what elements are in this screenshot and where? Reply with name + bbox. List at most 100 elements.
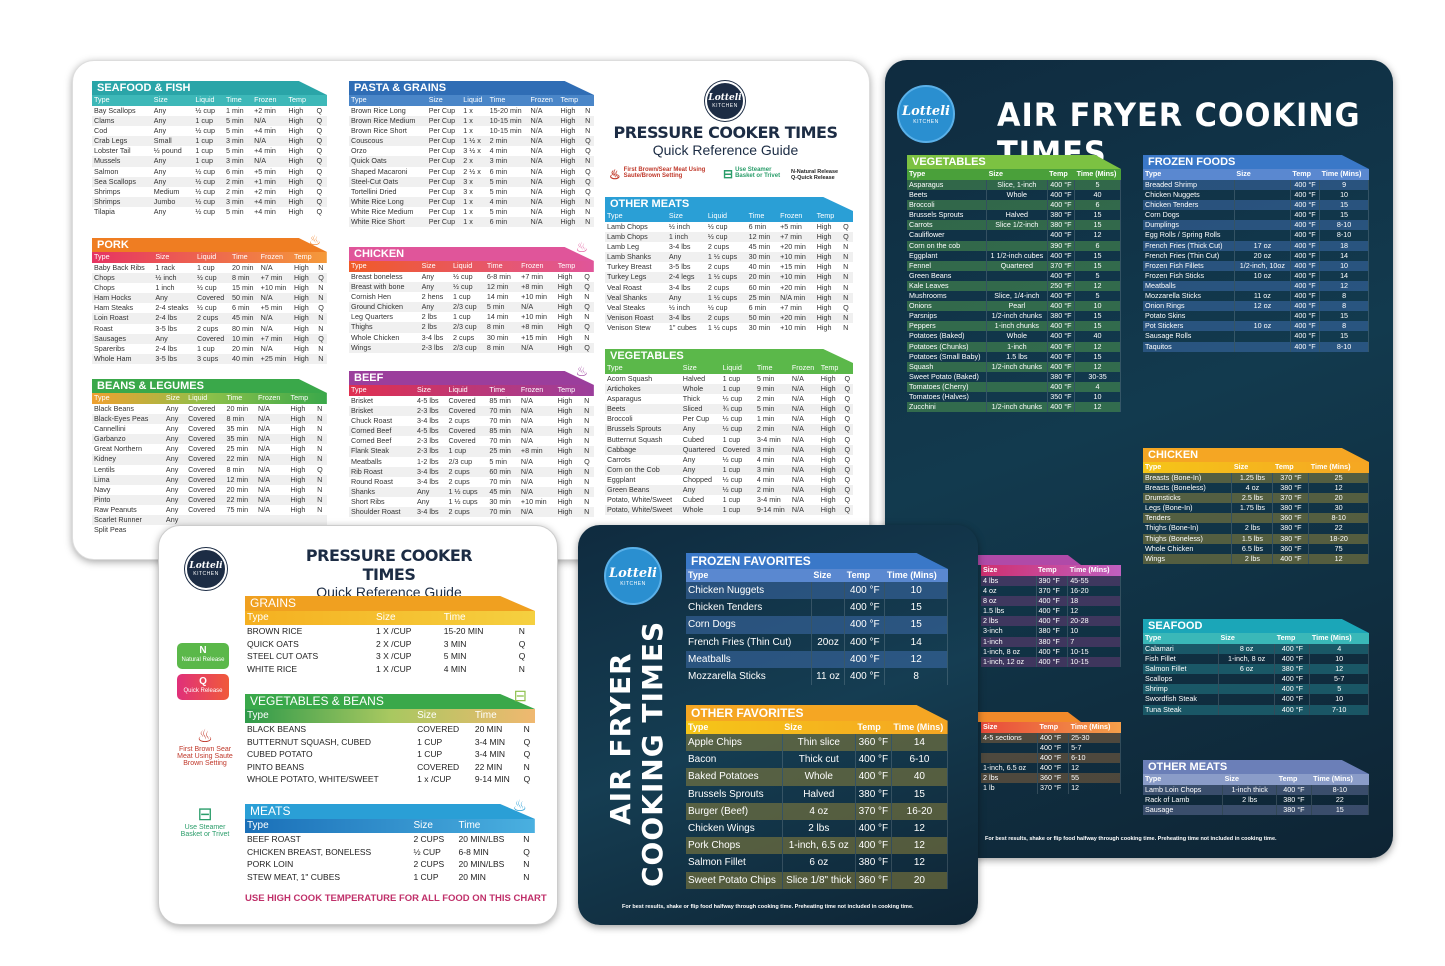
section-frozen-foods: FROZEN FOODS Type Size Temp Time (Mins) Bre…	[1143, 155, 1369, 352]
table-cell: 1.5 lbs	[986, 351, 1048, 362]
table-row: Black-Eyes Peas Any Covered 8 min N/A High N	[92, 414, 327, 425]
col-liquid: Liquid	[195, 95, 215, 105]
table-row: White Rice Medium Per Cup 1 x 5 min N/A High N	[349, 207, 594, 217]
table-cell: N/A	[530, 206, 543, 216]
table-cell: High	[292, 333, 317, 344]
vegetables-table: Type Size Liquid Time Frozen Temp Acorn Squas…	[605, 363, 853, 516]
table-cell: 380 °F	[1272, 533, 1310, 544]
pressure-cooker-chart-small: Lotteli KITCHEN PRESSURE COOKER TIMES Qu…	[158, 525, 558, 925]
table-cell: 40	[891, 768, 949, 786]
table-cell: Per Cup	[428, 206, 456, 216]
table-cell: 6 min	[487, 217, 529, 228]
table-cell: Covered	[446, 426, 488, 437]
table-cell: High	[818, 505, 843, 516]
table-cell: Q	[842, 404, 853, 415]
table-row: Lamb Chops ½ inch ½ cup 6 min +5 min High Q	[605, 222, 853, 232]
table-cell: WHITE RICE	[247, 663, 298, 674]
table-cell: Acorn Squash	[607, 374, 653, 383]
col-liquid: Liquid	[453, 261, 473, 271]
table-cell: N/A min	[778, 292, 815, 303]
table-cell: French Fries (Thin Cut)	[686, 633, 812, 651]
table-cell: N	[585, 206, 591, 216]
table-cell: Q	[582, 322, 594, 333]
table-cell: 3 x	[461, 176, 488, 187]
table-row: Chicken Tenders 400 °F 15	[686, 599, 948, 617]
table-cell: 3-4 lbs	[414, 466, 447, 477]
table-row: 1-inch, 12 oz 400 °F 10-15	[981, 656, 1121, 667]
table-cell: 14 min	[486, 312, 509, 322]
table-cell: 400 °F	[1274, 704, 1311, 715]
table-cell: 1-2 lbs	[416, 456, 439, 466]
table-cell: 1 x	[461, 217, 488, 228]
table-cell: Corn Dogs	[686, 616, 812, 634]
logo-subtext: KITCHEN	[913, 118, 939, 125]
table-cell: Tortellini Dried	[351, 186, 397, 196]
table-cell: 400 °F	[1047, 381, 1076, 392]
table-cell: PORK LOIN	[247, 859, 294, 870]
table-cell: N	[584, 436, 590, 446]
table-cell: Potato, White/Sweet	[605, 505, 681, 516]
table-cell: 3 cups	[195, 353, 230, 364]
table-cell: Any	[165, 404, 179, 413]
table-row: Lentils Any Covered 8 min N/A High Q	[92, 465, 327, 475]
col-time: Time	[231, 252, 248, 262]
table-cell: 15	[1074, 351, 1121, 362]
table-cell: 22 MIN	[474, 761, 503, 772]
table-cell: 14 min	[486, 292, 509, 302]
table-cell: 8 oz	[1218, 644, 1276, 655]
table-cell: High	[820, 394, 836, 404]
table-cell: Orzo	[351, 146, 367, 156]
table-cell: Tuna Steak	[1143, 704, 1219, 715]
table-row: WHITE RICE 1 X /CUP 4 MIN N	[245, 663, 535, 676]
table-cell: High	[290, 504, 306, 514]
table-row: Broccoli 400 °F 6	[907, 200, 1121, 211]
table-cell: 1 cup	[720, 505, 755, 516]
table-cell: 20 MIN/LBS	[458, 834, 505, 844]
table-row: Rack of Lamb 2 lbs 380 °F 22	[1143, 795, 1370, 806]
table-cell: 45 min	[487, 486, 519, 497]
table-cell: Any	[416, 496, 430, 506]
table-cell: Per Cup	[428, 166, 456, 176]
table-cell: 400 °F	[1290, 210, 1321, 221]
table-cell: French Fries (Thick Cut)	[1143, 240, 1235, 251]
table-cell: Covered	[195, 293, 230, 304]
table-cell: 400 °F	[1037, 733, 1070, 744]
table-cell: High	[557, 312, 573, 322]
table-row: Corn on the Cob Any 1 cup 3 min N/A High Q	[605, 464, 853, 475]
table-cell: 5 min	[226, 206, 244, 216]
table-cell: Short Ribs	[351, 496, 385, 506]
table-cell: Chicken Nuggets	[1143, 190, 1235, 201]
table-cell: N/A	[258, 504, 271, 514]
table-cell: STEEL CUT OATS	[247, 651, 319, 662]
col-time: Time (Mins)	[886, 570, 937, 580]
table-row: Turkey Legs 2-4 legs 1 ½ cups 20 min +10 min…	[605, 272, 853, 283]
col-temp: Temp	[294, 252, 312, 262]
section-chicken: CHICKEN Type Size Temp Time (Mins) Breasts …	[1143, 448, 1369, 564]
table-cell: 10 oz	[1234, 321, 1291, 332]
table-cell: 4 MIN	[443, 663, 467, 674]
table-cell: 3 min	[754, 444, 790, 455]
table-cell: Q	[841, 232, 853, 243]
table-cell: N	[315, 474, 327, 485]
col-type: Type	[607, 211, 623, 221]
table-cell: Q	[317, 464, 323, 474]
table-cell: 400 °F	[1047, 190, 1076, 201]
table-cell: 400 °F	[1290, 200, 1321, 211]
table-cell: N	[584, 396, 590, 405]
table-cell: Whole	[986, 331, 1048, 342]
table-cell: 4 lbs	[981, 576, 1037, 587]
table-cell: Q	[842, 485, 853, 496]
col-liquid: Liquid	[448, 385, 468, 395]
table-cell: N	[584, 312, 590, 322]
table-cell: High	[818, 444, 843, 455]
table-cell: Turkey Legs	[605, 272, 667, 283]
table-cell: High	[557, 396, 573, 405]
table-cell: N/A	[252, 156, 287, 167]
table-cell: Lamb Chops	[607, 222, 648, 231]
table-cell: Fennel	[907, 260, 988, 271]
table-cell: N/A	[260, 323, 273, 333]
table-row: Potatoes (Baked) Whole 400 °F 40	[907, 331, 1121, 342]
table-cell: Carrots	[907, 220, 988, 231]
table-cell: 12	[1068, 763, 1121, 774]
table-cell: High	[820, 374, 836, 383]
